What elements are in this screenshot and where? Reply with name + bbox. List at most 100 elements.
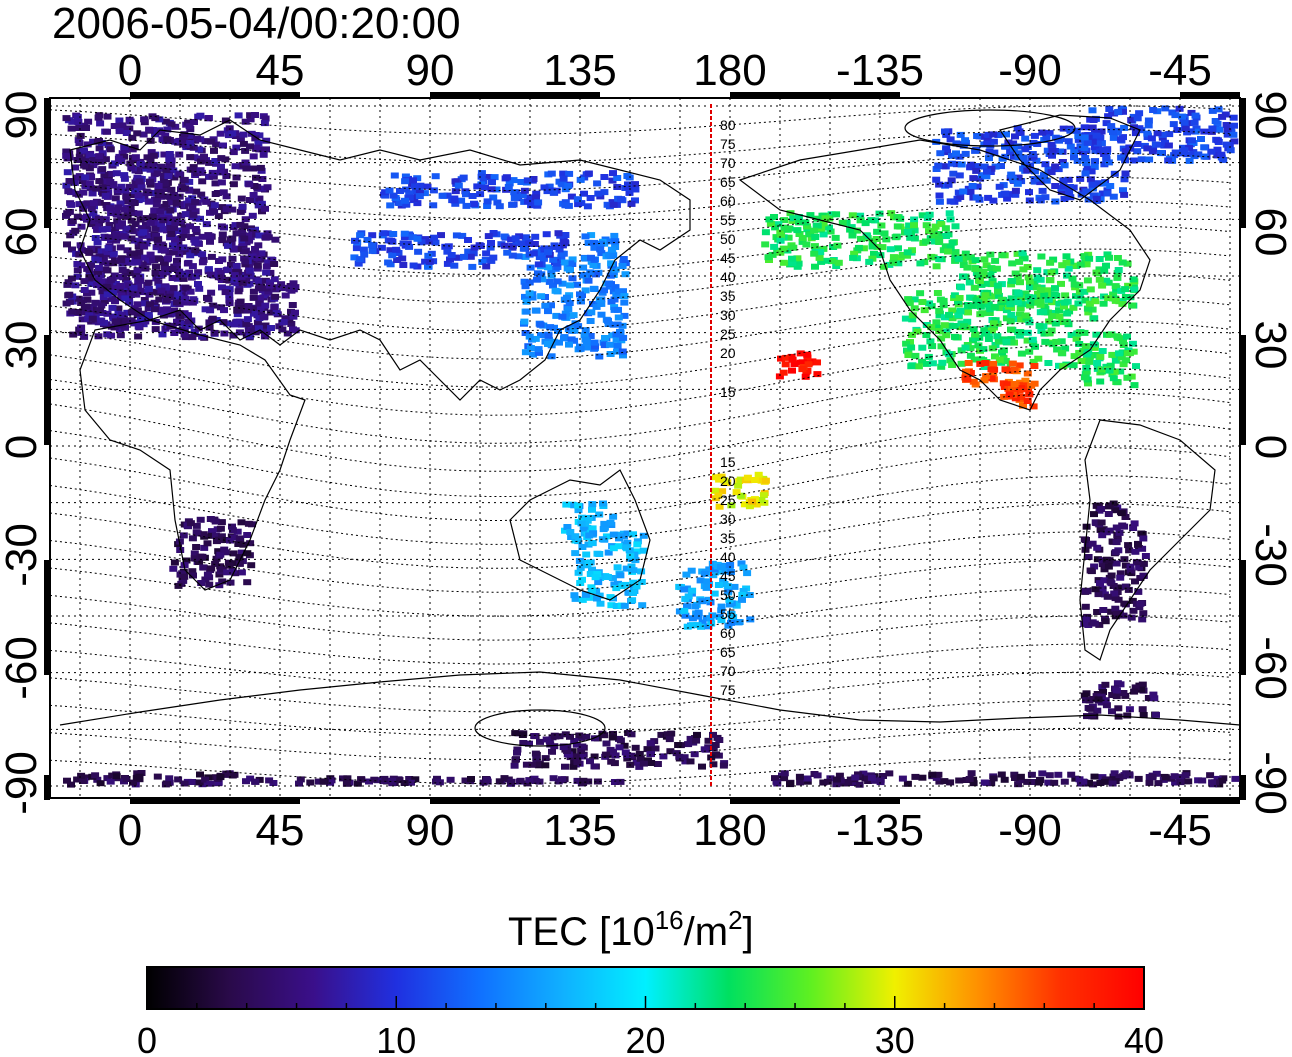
tec-cell (1083, 305, 1092, 312)
tec-cell (613, 342, 622, 349)
tec-cell (82, 125, 90, 131)
tec-cell (314, 778, 323, 785)
tec-cell (1005, 391, 1014, 398)
tec-cell (258, 185, 267, 192)
tec-cell (616, 572, 625, 579)
tec-cell (1094, 696, 1103, 703)
tec-cell (1007, 171, 1016, 178)
tec-cell (813, 772, 822, 779)
tec-cell (161, 186, 170, 192)
tec-cell (948, 362, 957, 368)
tec-cell (1021, 312, 1030, 319)
tec-cell (1184, 778, 1193, 785)
tec-cell (776, 249, 785, 256)
tec-cell (230, 771, 239, 778)
tec-cell (1058, 262, 1067, 269)
tec-cell (776, 229, 785, 236)
tec-cell (190, 119, 198, 125)
tec-cell (133, 130, 142, 137)
tec-cell (771, 775, 779, 782)
tec-cell (752, 501, 761, 508)
tec-cell (980, 779, 989, 786)
tec-cell (95, 138, 103, 144)
tec-cell (95, 215, 103, 222)
tec-cell (95, 153, 104, 160)
tec-cell (937, 335, 946, 342)
tec-cell (618, 322, 627, 329)
tec-cell (614, 306, 622, 313)
tec-cell (1007, 326, 1015, 333)
tec-cell (218, 284, 226, 291)
dateline-label-north: 40 (720, 269, 736, 285)
tec-cell (112, 231, 120, 238)
tec-cell (203, 540, 212, 547)
tec-cell (235, 535, 244, 542)
tec-cell (1118, 300, 1127, 307)
tec-cell (194, 281, 202, 287)
tec-cell (140, 116, 149, 123)
tec-cell (1019, 165, 1028, 172)
tec-cell (1111, 283, 1120, 290)
tec-cell (173, 299, 181, 306)
tec-cell (196, 516, 205, 523)
tec-cell (922, 322, 931, 328)
tec-cell (188, 204, 197, 211)
tec-cell (526, 264, 535, 271)
tec-cell (198, 259, 207, 266)
tec-cell (611, 779, 619, 785)
tec-cell (1014, 174, 1023, 181)
tec-cell (170, 559, 179, 566)
tec-cell (620, 742, 629, 749)
tec-cell (186, 154, 195, 161)
tec-cell (1130, 688, 1139, 695)
tec-cell (157, 221, 166, 228)
tec-cell (564, 751, 573, 758)
tec-cell (1125, 706, 1134, 713)
tec-cell (525, 239, 534, 246)
tec-cell (591, 574, 600, 581)
tec-cell (937, 363, 946, 370)
tec-cell (165, 156, 174, 163)
lat-tick-label-right: 30 (1246, 321, 1292, 370)
tec-cell (168, 242, 177, 249)
tec-cell (1117, 354, 1126, 361)
tec-cell (939, 247, 948, 254)
tec-cell (684, 741, 693, 748)
tec-cell (1114, 267, 1123, 273)
tec-cell (1097, 506, 1106, 512)
tec-cell (982, 262, 991, 269)
tec-cell (574, 201, 583, 208)
tec-cell (144, 198, 153, 205)
tec-cell (181, 295, 190, 302)
tec-cell (188, 195, 197, 202)
tec-cell (991, 353, 999, 360)
tec-cell (904, 348, 913, 355)
tec-cell (1121, 583, 1130, 590)
tec-cell (245, 237, 254, 244)
tec-cell (1043, 147, 1052, 154)
tec-cell (712, 751, 720, 758)
tec-cell (1090, 315, 1099, 322)
tec-cell (99, 278, 108, 285)
tec-cell (289, 286, 298, 293)
tec-cell (973, 163, 982, 170)
tec-cell (717, 603, 726, 610)
tec-cell (142, 215, 151, 222)
tec-cell (1048, 152, 1056, 159)
tec-cell (111, 226, 120, 233)
tec-cell (777, 355, 785, 362)
tec-cell (599, 500, 607, 507)
tec-cell (1019, 402, 1027, 409)
tec-cell (289, 280, 298, 287)
tec-cell (1170, 773, 1179, 780)
tec-cell (618, 263, 627, 269)
tec-cell (597, 311, 606, 318)
tec-cell (987, 165, 996, 172)
tec-cell (1080, 692, 1089, 699)
tec-cell (116, 332, 125, 339)
tec-cell (170, 307, 179, 314)
tec-cell (910, 296, 919, 303)
tec-cell (75, 125, 84, 131)
tec-cell (255, 315, 264, 322)
tec-cell (698, 619, 707, 626)
